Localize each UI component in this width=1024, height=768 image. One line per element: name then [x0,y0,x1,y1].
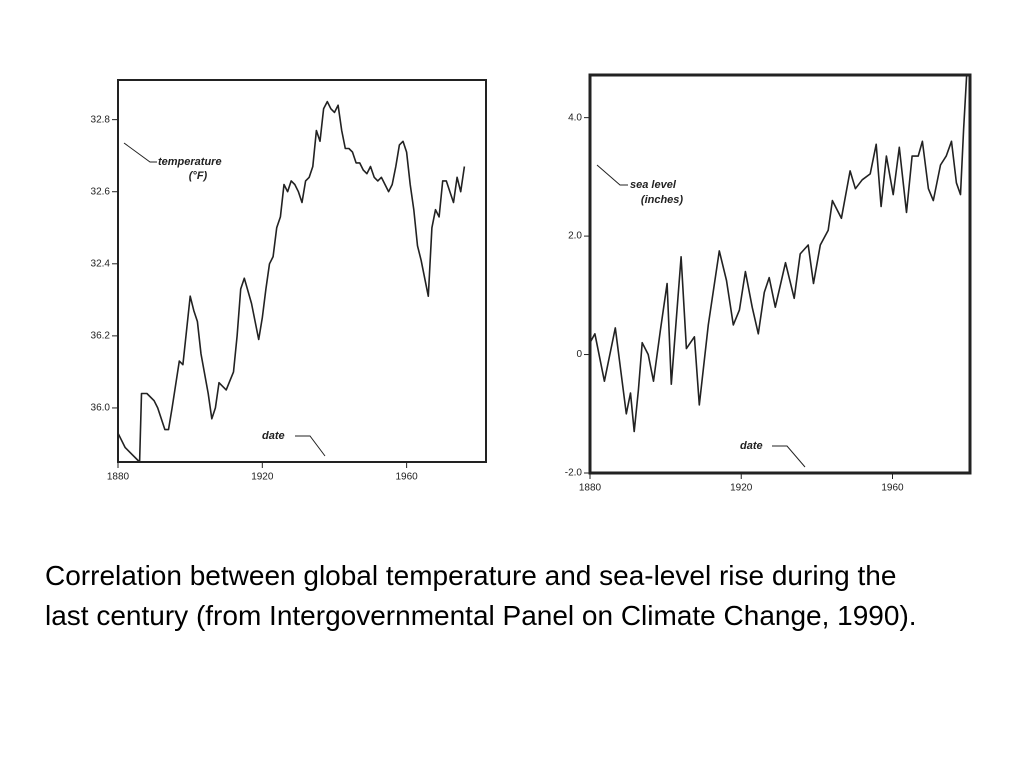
leader [772,445,806,468]
annotation-leaders [123,142,806,468]
charts: temperature (°F) date sea level (inches)… [91,73,972,494]
x-tick-label: 1960 [396,472,419,483]
x-tick-label: 1880 [579,483,602,494]
y-tick-label: 32.6 [91,186,111,197]
annotation: sea level [630,179,677,191]
annotation: temperature [158,156,222,168]
x-tick-label: 1920 [730,483,753,494]
annotation: (°F) [189,170,208,182]
y-tick-label: 32.8 [91,114,111,125]
leader [596,164,628,186]
data-line [117,100,466,463]
y-tick-label: 32.4 [91,258,111,269]
annotation: date [262,430,285,442]
plot-frame [588,73,972,475]
plot-frame [117,79,487,463]
y-tick-label: 36.0 [91,403,111,414]
annotation: (inches) [641,194,684,206]
y-tick-label: 0 [576,349,582,360]
y-tick-label: 2.0 [568,231,582,242]
x-tick-label: 1920 [251,472,274,483]
y-tick-label: -2.0 [565,468,583,479]
x-tick-label: 1880 [107,472,130,483]
leader [123,142,157,163]
caption: Correlation between global temperature a… [45,560,917,631]
x-tick-label: 1960 [881,483,904,494]
leader [295,435,326,457]
y-tick-label: 36.2 [91,331,111,342]
annotation: date [740,440,763,452]
y-tick-label: 4.0 [568,112,582,123]
data-line [589,76,968,433]
